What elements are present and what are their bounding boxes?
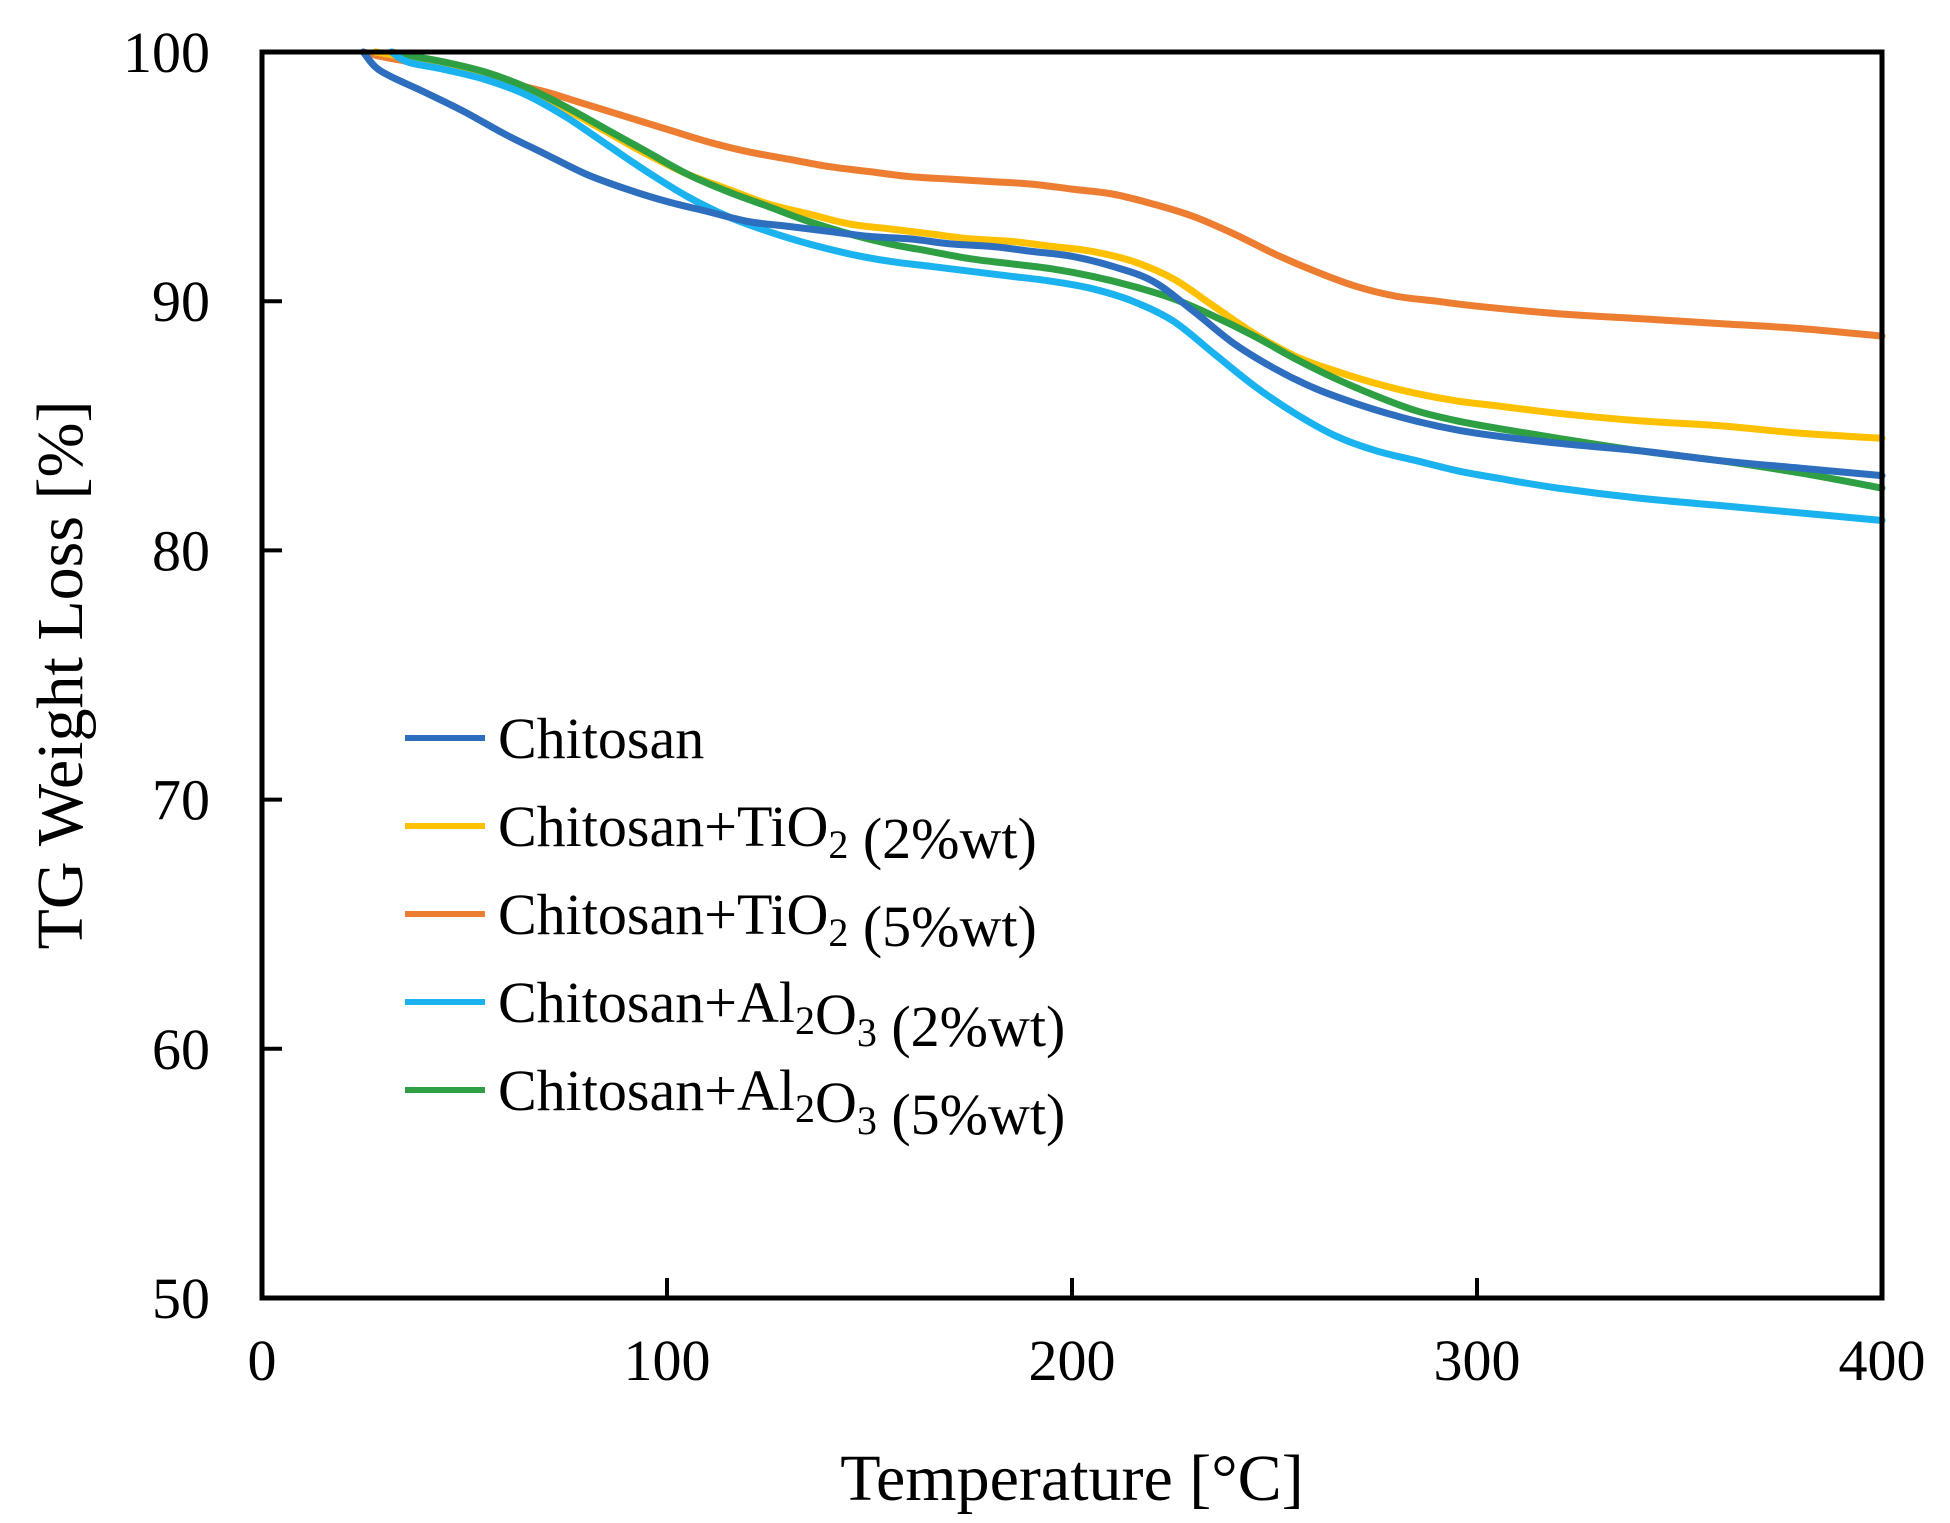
x-tick-label: 300 [1434,1328,1521,1393]
series-layer [359,48,1886,524]
y-tick-label: 70 [152,768,210,833]
series-line-2 [359,48,1886,340]
legend-label-0: Chitosan [498,706,704,771]
x-axis-title: Temperature [°C] [840,1442,1303,1515]
ticks-layer: 0 100 200 300 400 50 60 70 80 90 100 [123,20,1926,1393]
legend-label-4: Chitosan+Al2O3 (5%wt) [498,1058,1065,1147]
x-tick-label: 100 [624,1328,711,1393]
y-tick-label: 90 [152,269,210,334]
y-tick-label: 50 [152,1266,210,1331]
y-axis-title: TG Weight Loss [%] [24,401,97,950]
legend: Chitosan Chitosan+TiO2 (2%wt) Chitosan+TiO… [405,706,1065,1147]
x-tick-label: 200 [1029,1328,1116,1393]
x-tick-label: 400 [1839,1328,1926,1393]
series-line-4 [388,48,1886,492]
series-line-0 [359,48,1886,480]
series-line-3 [388,48,1886,524]
y-tick-label: 100 [123,20,210,85]
y-tick-label: 80 [152,518,210,583]
legend-label-1: Chitosan+TiO2 (2%wt) [498,794,1037,871]
x-tick-label: 0 [248,1328,277,1393]
legend-label-2: Chitosan+TiO2 (5%wt) [498,882,1037,959]
y-tick-label: 60 [152,1017,210,1082]
legend-label-3: Chitosan+Al2O3 (2%wt) [498,970,1065,1059]
